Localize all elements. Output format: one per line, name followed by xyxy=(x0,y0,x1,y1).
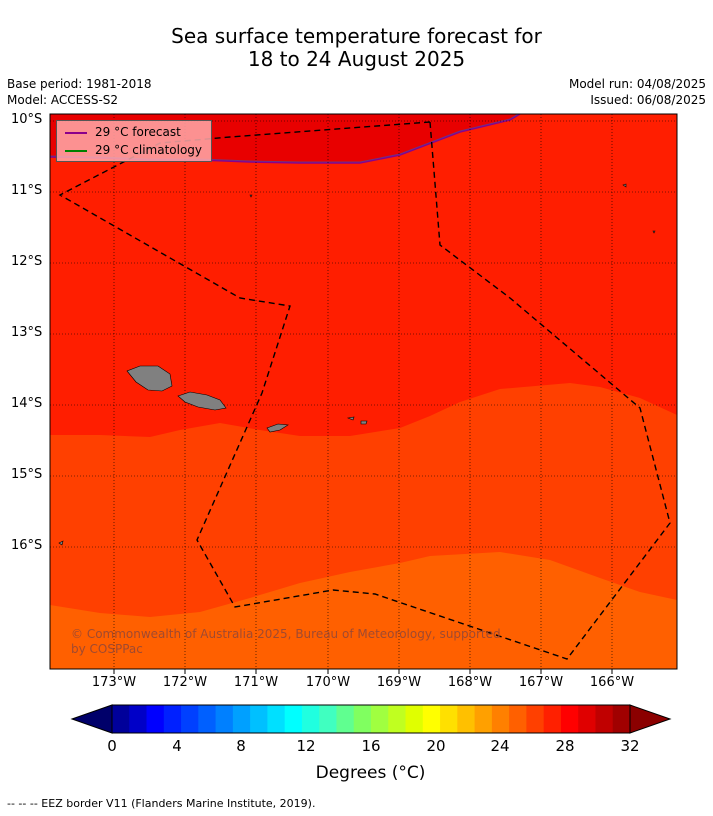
colorbar-cell xyxy=(491,705,510,733)
legend-climatology: 29 °C climatology xyxy=(65,142,202,158)
colorbar-tick-4: 4 xyxy=(172,737,182,755)
lat-label-16s: 16°S xyxy=(11,538,43,553)
colorbar-cell xyxy=(612,705,631,733)
footer-eez-note: -- -- -- EEZ border V11 (Flanders Marine… xyxy=(7,797,316,810)
colorbar-tick-8: 8 xyxy=(236,737,246,755)
legend-forecast-swatch xyxy=(65,131,87,134)
issued-text: Issued: 06/08/2025 xyxy=(590,93,706,107)
colorbar-cell xyxy=(250,705,268,733)
legend-forecast-label: 29 °C forecast xyxy=(95,125,181,139)
colorbar-unit-label: Degrees (°C) xyxy=(315,763,426,783)
sst-band-28-29 xyxy=(50,114,677,437)
colorbar-cell xyxy=(215,705,234,733)
colorbar-cell xyxy=(595,705,614,733)
colorbar xyxy=(70,704,672,734)
lon-label-167w: 167°W xyxy=(518,675,564,690)
colorbar-tick-32: 32 xyxy=(620,737,640,755)
colorbar-tick-24: 24 xyxy=(490,737,510,755)
graticule xyxy=(50,114,677,669)
model-run-text: Model run: 04/08/2025 xyxy=(568,77,706,91)
colorbar-cell xyxy=(232,705,251,733)
map-legend: 29 °C forecast 29 °C climatology xyxy=(56,120,212,162)
colorbar-cell xyxy=(267,705,286,733)
colorbar-cell xyxy=(371,705,389,733)
colorbar-cell xyxy=(146,705,165,733)
colorbar-cell xyxy=(301,705,320,733)
copyright-text: © Commonwealth of Australia 2025, Bureau… xyxy=(71,627,501,656)
colorbar-cell xyxy=(474,705,493,733)
lat-label-12s: 12°S xyxy=(11,254,43,269)
land-samoa xyxy=(58,183,656,546)
colorbar-cell xyxy=(457,705,476,733)
sst-map xyxy=(49,113,678,674)
map-frame xyxy=(49,113,678,670)
model-text: Model: ACCESS-S2 xyxy=(7,93,119,107)
colorbar-cell xyxy=(578,705,596,733)
lon-label-169w: 169°W xyxy=(376,675,422,690)
colorbar-cell xyxy=(129,705,148,733)
colorbar-high-extend xyxy=(629,704,672,734)
lon-label-172w: 172°W xyxy=(162,675,208,690)
colorbar-cell xyxy=(181,705,199,733)
lat-label-10s: 10°S xyxy=(11,112,43,127)
sst-band-26-27 xyxy=(50,552,677,669)
lat-label-14s: 14°S xyxy=(11,396,43,411)
legend-climatology-label: 29 °C climatology xyxy=(95,143,203,157)
colorbar-tick-12: 12 xyxy=(296,737,316,755)
colorbar-cell xyxy=(440,705,458,733)
colorbar-cell xyxy=(198,705,217,733)
colorbar-tick-20: 20 xyxy=(426,737,446,755)
colorbar-cell xyxy=(509,705,527,733)
lon-label-170w: 170°W xyxy=(305,675,351,690)
colorbar-cell xyxy=(388,705,407,733)
legend-forecast: 29 °C forecast xyxy=(65,124,181,140)
colorbar-tick-28: 28 xyxy=(555,737,575,755)
chart-title-line1: Sea surface temperature forecast for xyxy=(171,24,542,48)
colorbar-cell xyxy=(405,705,424,733)
colorbar-cell xyxy=(560,705,579,733)
colorbar-cell xyxy=(336,705,355,733)
chart-title-line2: 18 to 24 August 2025 xyxy=(247,47,466,71)
lon-label-166w: 166°W xyxy=(589,675,635,690)
colorbar-cell xyxy=(422,705,441,733)
colorbar-low-extend xyxy=(70,704,113,734)
colorbar-tick-0: 0 xyxy=(107,737,117,755)
lat-label-15s: 15°S xyxy=(11,467,43,482)
colorbar-cell xyxy=(353,705,372,733)
colorbar-tick-16: 16 xyxy=(361,737,381,755)
legend-climatology-swatch xyxy=(65,149,87,152)
base-period-text: Base period: 1981-2018 xyxy=(7,77,152,91)
colorbar-cell xyxy=(319,705,337,733)
lat-label-11s: 11°S xyxy=(11,183,43,198)
lat-label-13s: 13°S xyxy=(11,325,43,340)
colorbar-cell xyxy=(543,705,562,733)
lon-label-173w: 173°W xyxy=(91,675,137,690)
colorbar-cells xyxy=(112,705,631,733)
lon-label-171w: 171°W xyxy=(233,675,279,690)
colorbar-frame xyxy=(111,704,631,734)
colorbar-cell xyxy=(112,705,130,733)
colorbar-cell xyxy=(284,705,303,733)
lon-label-168w: 168°W xyxy=(447,675,493,690)
colorbar-cell xyxy=(163,705,182,733)
colorbar-cell xyxy=(526,705,545,733)
eez-border xyxy=(58,121,671,660)
